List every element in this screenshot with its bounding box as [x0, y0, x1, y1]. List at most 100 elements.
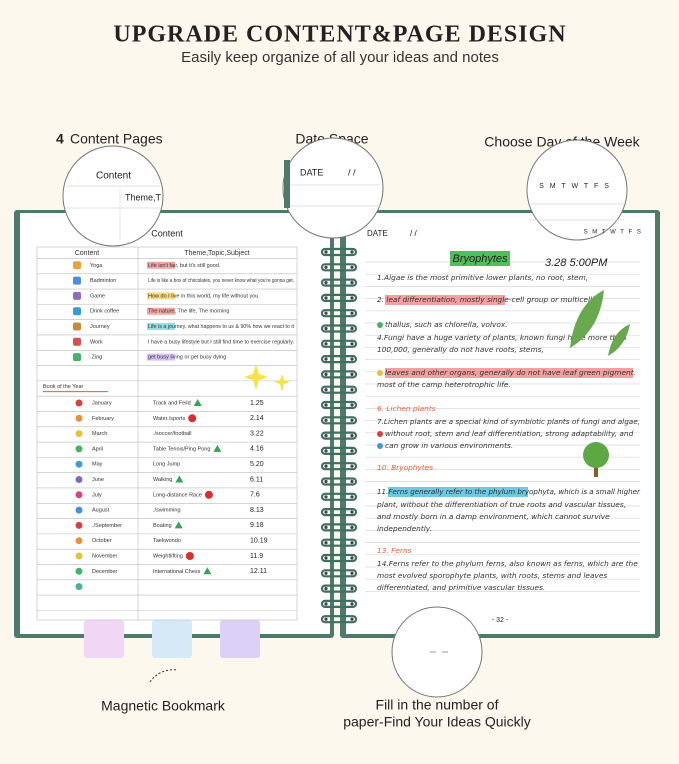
month: December	[92, 569, 118, 575]
highlight	[147, 307, 175, 315]
hole	[324, 326, 328, 331]
ring	[320, 523, 358, 532]
note-line: thallus, such as chlorella, volvox.	[385, 320, 508, 329]
section-heading: 13. Ferns	[377, 546, 412, 555]
month-dot	[75, 552, 83, 560]
hole	[324, 434, 328, 438]
highlight	[147, 323, 175, 330]
callout: Fill in the number of	[376, 697, 499, 713]
hole	[350, 418, 354, 422]
ring	[320, 339, 358, 348]
hole	[350, 296, 354, 300]
bullet	[377, 322, 383, 328]
hole	[324, 556, 328, 560]
time: 3.28 5:00PM	[545, 257, 608, 269]
note-line: plant, without the differentiation of tr…	[376, 500, 626, 509]
hole	[350, 265, 354, 269]
ring	[320, 477, 358, 486]
hole	[350, 464, 354, 468]
ring	[320, 599, 358, 609]
ring	[320, 492, 358, 501]
ring	[320, 370, 358, 379]
month-dot	[75, 430, 83, 438]
hole	[350, 311, 354, 315]
item-note: Life isn't fair, but it's still good.	[148, 263, 221, 269]
hole	[324, 281, 328, 285]
star	[274, 374, 290, 392]
note-line: and mostly born in a damp environment, w…	[377, 512, 610, 521]
cover-edge	[284, 160, 290, 208]
hole	[350, 556, 354, 560]
note-line: differentiated, and primitive vascular t…	[377, 583, 545, 592]
column-header: Theme,Topic,Subject	[184, 250, 249, 257]
ring	[320, 431, 358, 440]
hole	[324, 449, 328, 453]
star	[244, 364, 268, 390]
hole	[324, 510, 328, 514]
date-value: 12.11	[250, 568, 267, 575]
date-value: 7.6	[250, 492, 260, 499]
ring	[320, 385, 358, 394]
hole	[350, 449, 354, 453]
bullet	[377, 370, 383, 376]
zoom-circle	[282, 137, 384, 239]
item-name: Work	[90, 339, 103, 345]
bookmark	[220, 620, 260, 658]
hole	[350, 250, 354, 254]
hole	[350, 357, 354, 361]
month-dot	[75, 506, 83, 514]
zoom-circle	[391, 606, 483, 698]
icon	[73, 322, 81, 331]
ring	[320, 584, 358, 593]
item-note: The nature, The life, The morning	[148, 309, 229, 315]
note-line: most of the camp heterotrophic life.	[377, 380, 511, 389]
ring	[320, 538, 358, 547]
icon	[204, 490, 213, 499]
date-value: 9.18	[250, 522, 264, 529]
zoom-text: DATE	[300, 167, 323, 177]
callout-number: 4	[56, 131, 64, 147]
hole	[324, 479, 328, 484]
note-line: 11.Ferns generally refer to the phylum b…	[377, 487, 641, 496]
month: February	[92, 416, 114, 422]
table-frame	[36, 246, 298, 621]
hole	[324, 541, 328, 545]
zoom-week: S M T W T F S	[526, 139, 628, 241]
month: January	[92, 400, 112, 406]
tree-crown	[583, 442, 609, 468]
note-line: 4.Fungi have a huge variety of plants, k…	[377, 333, 627, 342]
hole	[350, 525, 354, 530]
activity: ./swimming	[153, 508, 181, 514]
zoom-text: Theme,T	[125, 192, 162, 202]
heading-bg	[450, 251, 510, 266]
icon	[73, 261, 81, 270]
callout: Content Pages	[70, 131, 163, 147]
highlight	[385, 295, 505, 305]
leaf	[608, 324, 630, 356]
hole	[324, 587, 328, 591]
note-line: 100,000, generally do not have roots, st…	[377, 345, 544, 354]
right-page	[346, 213, 655, 634]
hole	[324, 403, 328, 407]
hole	[350, 326, 354, 331]
hole	[324, 418, 328, 422]
ring	[320, 355, 358, 364]
month-dot	[75, 476, 83, 483]
section-heading: 6. Lichen plants	[377, 404, 436, 413]
activity: Taekwondo	[153, 538, 181, 544]
month-dot	[75, 537, 83, 545]
date-value: 5.20	[250, 461, 264, 468]
month: ./September	[92, 523, 122, 529]
hole	[324, 571, 328, 575]
hole	[350, 434, 354, 438]
activity: International Chess	[153, 569, 201, 575]
month: July	[92, 492, 102, 498]
leaf	[570, 290, 604, 348]
note-line: leaves and other organs, generally do no…	[385, 368, 636, 377]
hole	[350, 510, 354, 514]
year-title: Book of the Year	[43, 384, 84, 390]
note-line: without root, stem and leaf differentiat…	[385, 429, 634, 438]
icon	[73, 291, 81, 300]
section-heading: 10. Bryophytes	[377, 463, 433, 472]
ring	[320, 324, 358, 333]
